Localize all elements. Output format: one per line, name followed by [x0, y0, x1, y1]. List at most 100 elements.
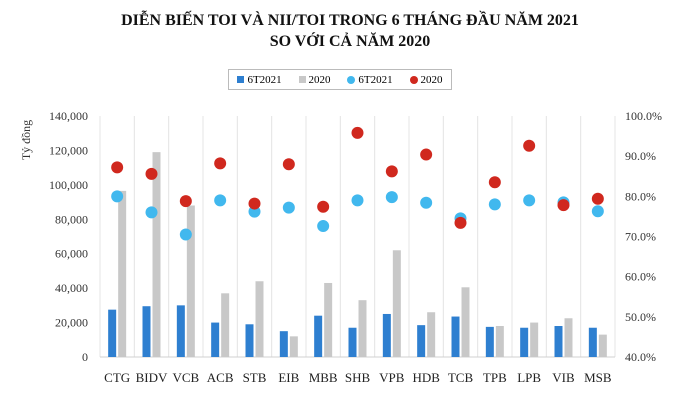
x-tick-label: ACB: [207, 370, 234, 385]
y-tick-label: 40,000: [55, 281, 88, 295]
x-tick-label: VPB: [379, 370, 405, 385]
y2-tick-label: 90.0%: [625, 149, 656, 163]
chart-subtitle: SO VỚI CẢ NĂM 2020: [269, 33, 431, 50]
point-2020: [214, 157, 227, 170]
point-2020: [111, 161, 124, 174]
bar-6T2021: [554, 326, 563, 357]
point-6T2021: [351, 194, 364, 207]
bar-6T2021: [314, 315, 323, 357]
y2-tick-label: 50.0%: [625, 310, 656, 324]
y-tick-label: 100,000: [49, 178, 88, 192]
bar-2020: [152, 152, 161, 357]
legend: 6T2021 2020 6T2021 2020: [228, 69, 452, 90]
bar-6T2021: [142, 306, 151, 357]
point-2020: [385, 165, 398, 178]
bar-2020: [186, 205, 195, 357]
x-tick-label: EIB: [278, 370, 299, 385]
point-2020: [317, 200, 330, 213]
point-6T2021: [282, 201, 295, 214]
point-2020: [557, 199, 570, 212]
y-tick-label: 80,000: [55, 212, 88, 226]
y2-tick-label: 60.0%: [625, 270, 656, 284]
y2-tick-label: 70.0%: [625, 230, 656, 244]
legend-item: 6T2021: [237, 74, 282, 86]
legend-marker: [409, 75, 418, 84]
bar-2020: [255, 281, 264, 357]
point-2020: [454, 216, 467, 229]
point-2020: [282, 158, 295, 171]
legend-marker: [298, 76, 306, 83]
point-6T2021: [111, 190, 124, 203]
bar-2020: [598, 334, 607, 357]
legend-label: 2020: [308, 73, 331, 86]
point-6T2021: [317, 220, 330, 233]
point-2020: [488, 176, 501, 189]
point-2020: [351, 126, 364, 139]
bar-6T2021: [485, 326, 494, 357]
bar-2020: [564, 318, 573, 357]
point-6T2021: [385, 191, 398, 204]
y-tick-label: 140,000: [49, 109, 88, 123]
bar-2020: [392, 250, 401, 357]
point-6T2021: [145, 206, 158, 219]
legend-marker: [347, 75, 356, 84]
y-axis-label: Tỷ đồng: [19, 120, 33, 160]
point-6T2021: [179, 228, 192, 241]
bar-2020: [118, 190, 127, 357]
bar-6T2021: [348, 327, 357, 357]
x-tick-label: CTG: [104, 370, 130, 385]
y2-tick-label: 40.0%: [625, 350, 656, 364]
bar-6T2021: [588, 327, 597, 357]
point-6T2021: [420, 196, 433, 209]
point-6T2021: [488, 198, 501, 211]
legend-item: 2020: [409, 73, 443, 86]
bar-2020: [427, 312, 436, 357]
x-tick-label: STB: [243, 370, 267, 385]
point-6T2021: [591, 205, 604, 218]
x-tick-label: TPB: [483, 370, 507, 385]
bar-6T2021: [279, 331, 288, 357]
bar-6T2021: [451, 316, 460, 357]
x-tick-label: MSB: [584, 370, 612, 385]
bar-2020: [221, 293, 230, 357]
point-2020: [420, 148, 433, 161]
bar-6T2021: [211, 322, 220, 357]
x-tick-label: VIB: [552, 370, 575, 385]
point-2020: [179, 195, 192, 208]
bar-2020: [358, 300, 367, 357]
point-2020: [591, 192, 604, 205]
bar-6T2021: [382, 313, 391, 357]
y-tick-label: 60,000: [55, 247, 88, 261]
bar-2020: [461, 287, 470, 357]
y-tick-label: 20,000: [55, 316, 88, 330]
x-tick-label: VCB: [172, 370, 199, 385]
x-tick-label: BIDV: [136, 370, 168, 385]
legend-item: 2020: [298, 73, 331, 86]
point-2020: [248, 197, 261, 210]
bar-6T2021: [520, 327, 529, 357]
y-tick-label: 120,000: [49, 143, 88, 157]
bar-2020: [495, 326, 504, 357]
bar-2020: [530, 322, 539, 357]
bar-6T2021: [108, 309, 117, 357]
point-6T2021: [214, 194, 227, 207]
legend-marker: [237, 76, 245, 83]
bar-2020: [324, 282, 333, 357]
chart-title: DIỄN BIẾN TOI VÀ NII/TOI TRONG 6 THÁNG Đ…: [121, 12, 579, 29]
x-tick-label: HDB: [412, 370, 440, 385]
legend-label: 6T2021: [358, 73, 393, 86]
legend-label: 2020: [420, 73, 443, 86]
x-tick-label: SHB: [345, 370, 371, 385]
bar-6T2021: [417, 325, 426, 357]
x-tick-label: LPB: [517, 370, 541, 385]
x-tick-label: MBB: [309, 370, 338, 385]
bar-6T2021: [176, 305, 185, 357]
x-tick-label: TCB: [448, 370, 474, 385]
point-6T2021: [523, 194, 536, 207]
y2-tick-label: 80.0%: [625, 189, 656, 203]
y2-tick-label: 100.0%: [625, 109, 662, 123]
y-tick-label: 0: [82, 350, 88, 364]
bar-2020: [289, 336, 298, 357]
